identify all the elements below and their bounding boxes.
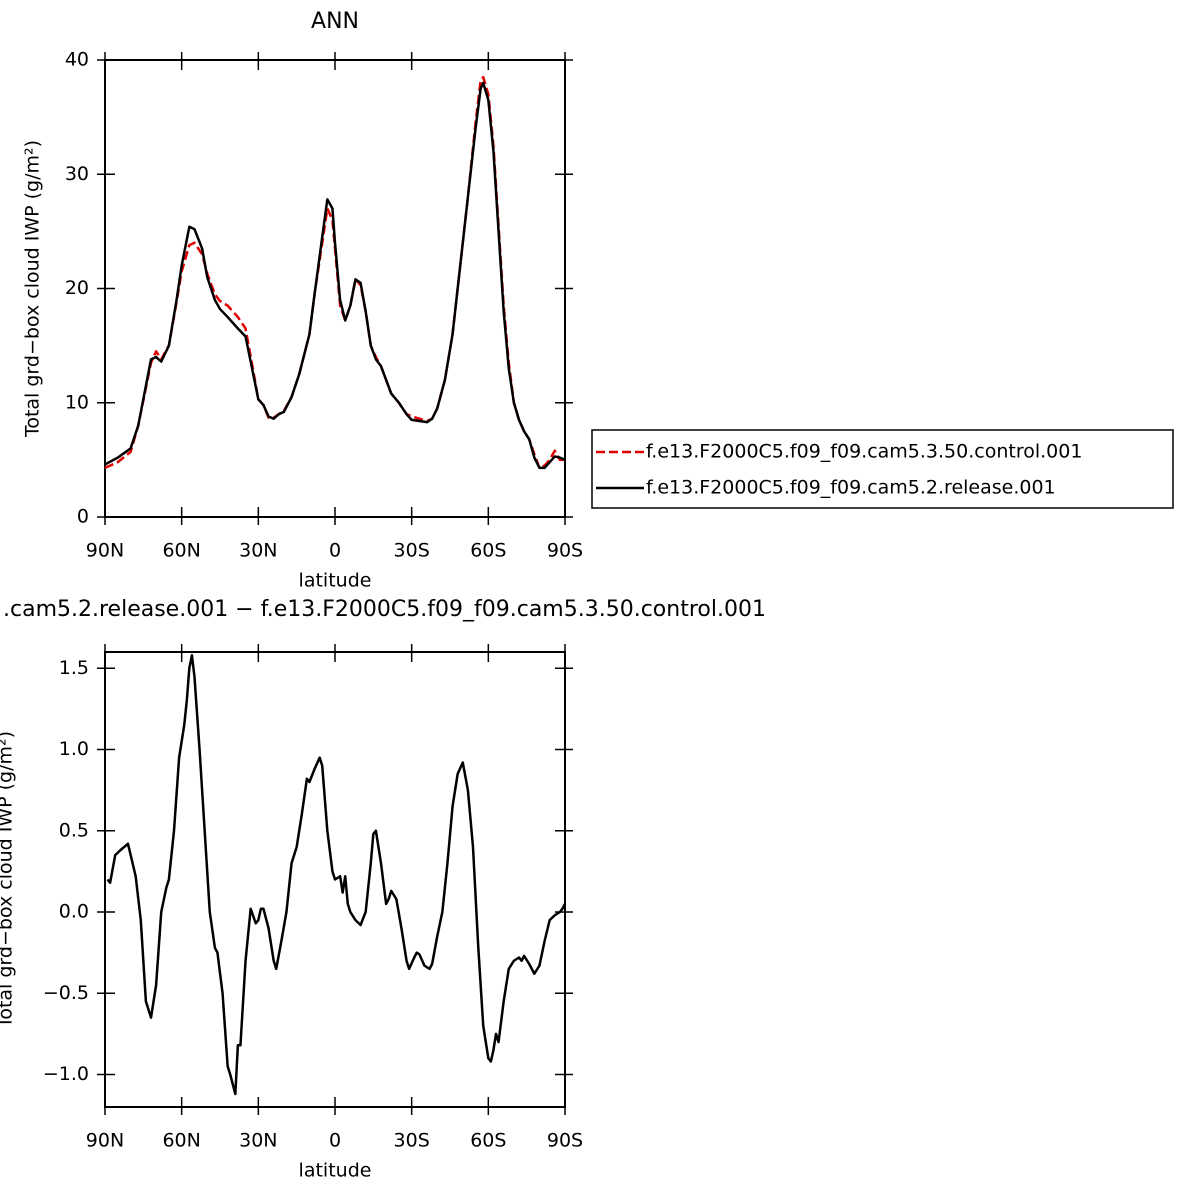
data-line	[106, 654, 567, 1096]
x-tick-label: 60S	[470, 540, 506, 562]
legend: f.e13.F2000C5.f09_f09.cam5.3.50.control.…	[591, 429, 1174, 509]
y-tick-label: 40	[65, 49, 89, 71]
plot-frame	[104, 59, 566, 518]
y-axis-label: Total grd−box cloud IWP (g/m²)	[22, 140, 44, 438]
data-line	[104, 81, 566, 470]
x-axis-label: latitude	[299, 1160, 372, 1182]
x-tick-label: 90S	[547, 1130, 583, 1152]
y-tick-label: 1.0	[59, 738, 89, 760]
legend-label: f.e13.F2000C5.f09_f09.cam5.2.release.001	[646, 477, 1056, 499]
x-axis-label: latitude	[299, 570, 372, 592]
x-tick-label: 30S	[394, 540, 430, 562]
y-tick-label: 0.5	[59, 819, 89, 841]
x-tick-label: 30N	[239, 1130, 277, 1152]
x-tick-label: 0	[329, 540, 341, 562]
data-line	[104, 75, 565, 470]
y-tick-label: 0.0	[59, 901, 89, 923]
y-tick-label: 0	[77, 506, 89, 528]
legend-label: f.e13.F2000C5.f09_f09.cam5.3.50.control.…	[646, 441, 1082, 463]
x-tick-label: 90S	[547, 540, 583, 562]
legend-box	[591, 429, 1174, 509]
y-tick-label: −1.0	[43, 1063, 89, 1085]
x-tick-label: 0	[329, 1130, 341, 1152]
chart-title: .cam5.2.release.001 − f.e13.F2000C5.f09_…	[3, 597, 766, 622]
x-tick-label: 90N	[86, 540, 124, 562]
x-tick-label: 60N	[162, 1130, 200, 1152]
x-tick-label: 30S	[394, 1130, 430, 1152]
y-tick-label: 20	[65, 277, 89, 299]
y-tick-label: 30	[65, 163, 89, 185]
y-tick-label: 1.5	[59, 657, 89, 679]
y-tick-label: 10	[65, 391, 89, 413]
x-tick-label: 90N	[86, 1130, 124, 1152]
chart-title: ANN	[311, 9, 359, 34]
x-tick-label: 60S	[470, 1130, 506, 1152]
y-axis-label: Total grd−box cloud IWP (g/m²)	[0, 731, 17, 1029]
x-tick-label: 30N	[239, 540, 277, 562]
y-tick-label: −0.5	[43, 982, 89, 1004]
x-tick-label: 60N	[162, 540, 200, 562]
